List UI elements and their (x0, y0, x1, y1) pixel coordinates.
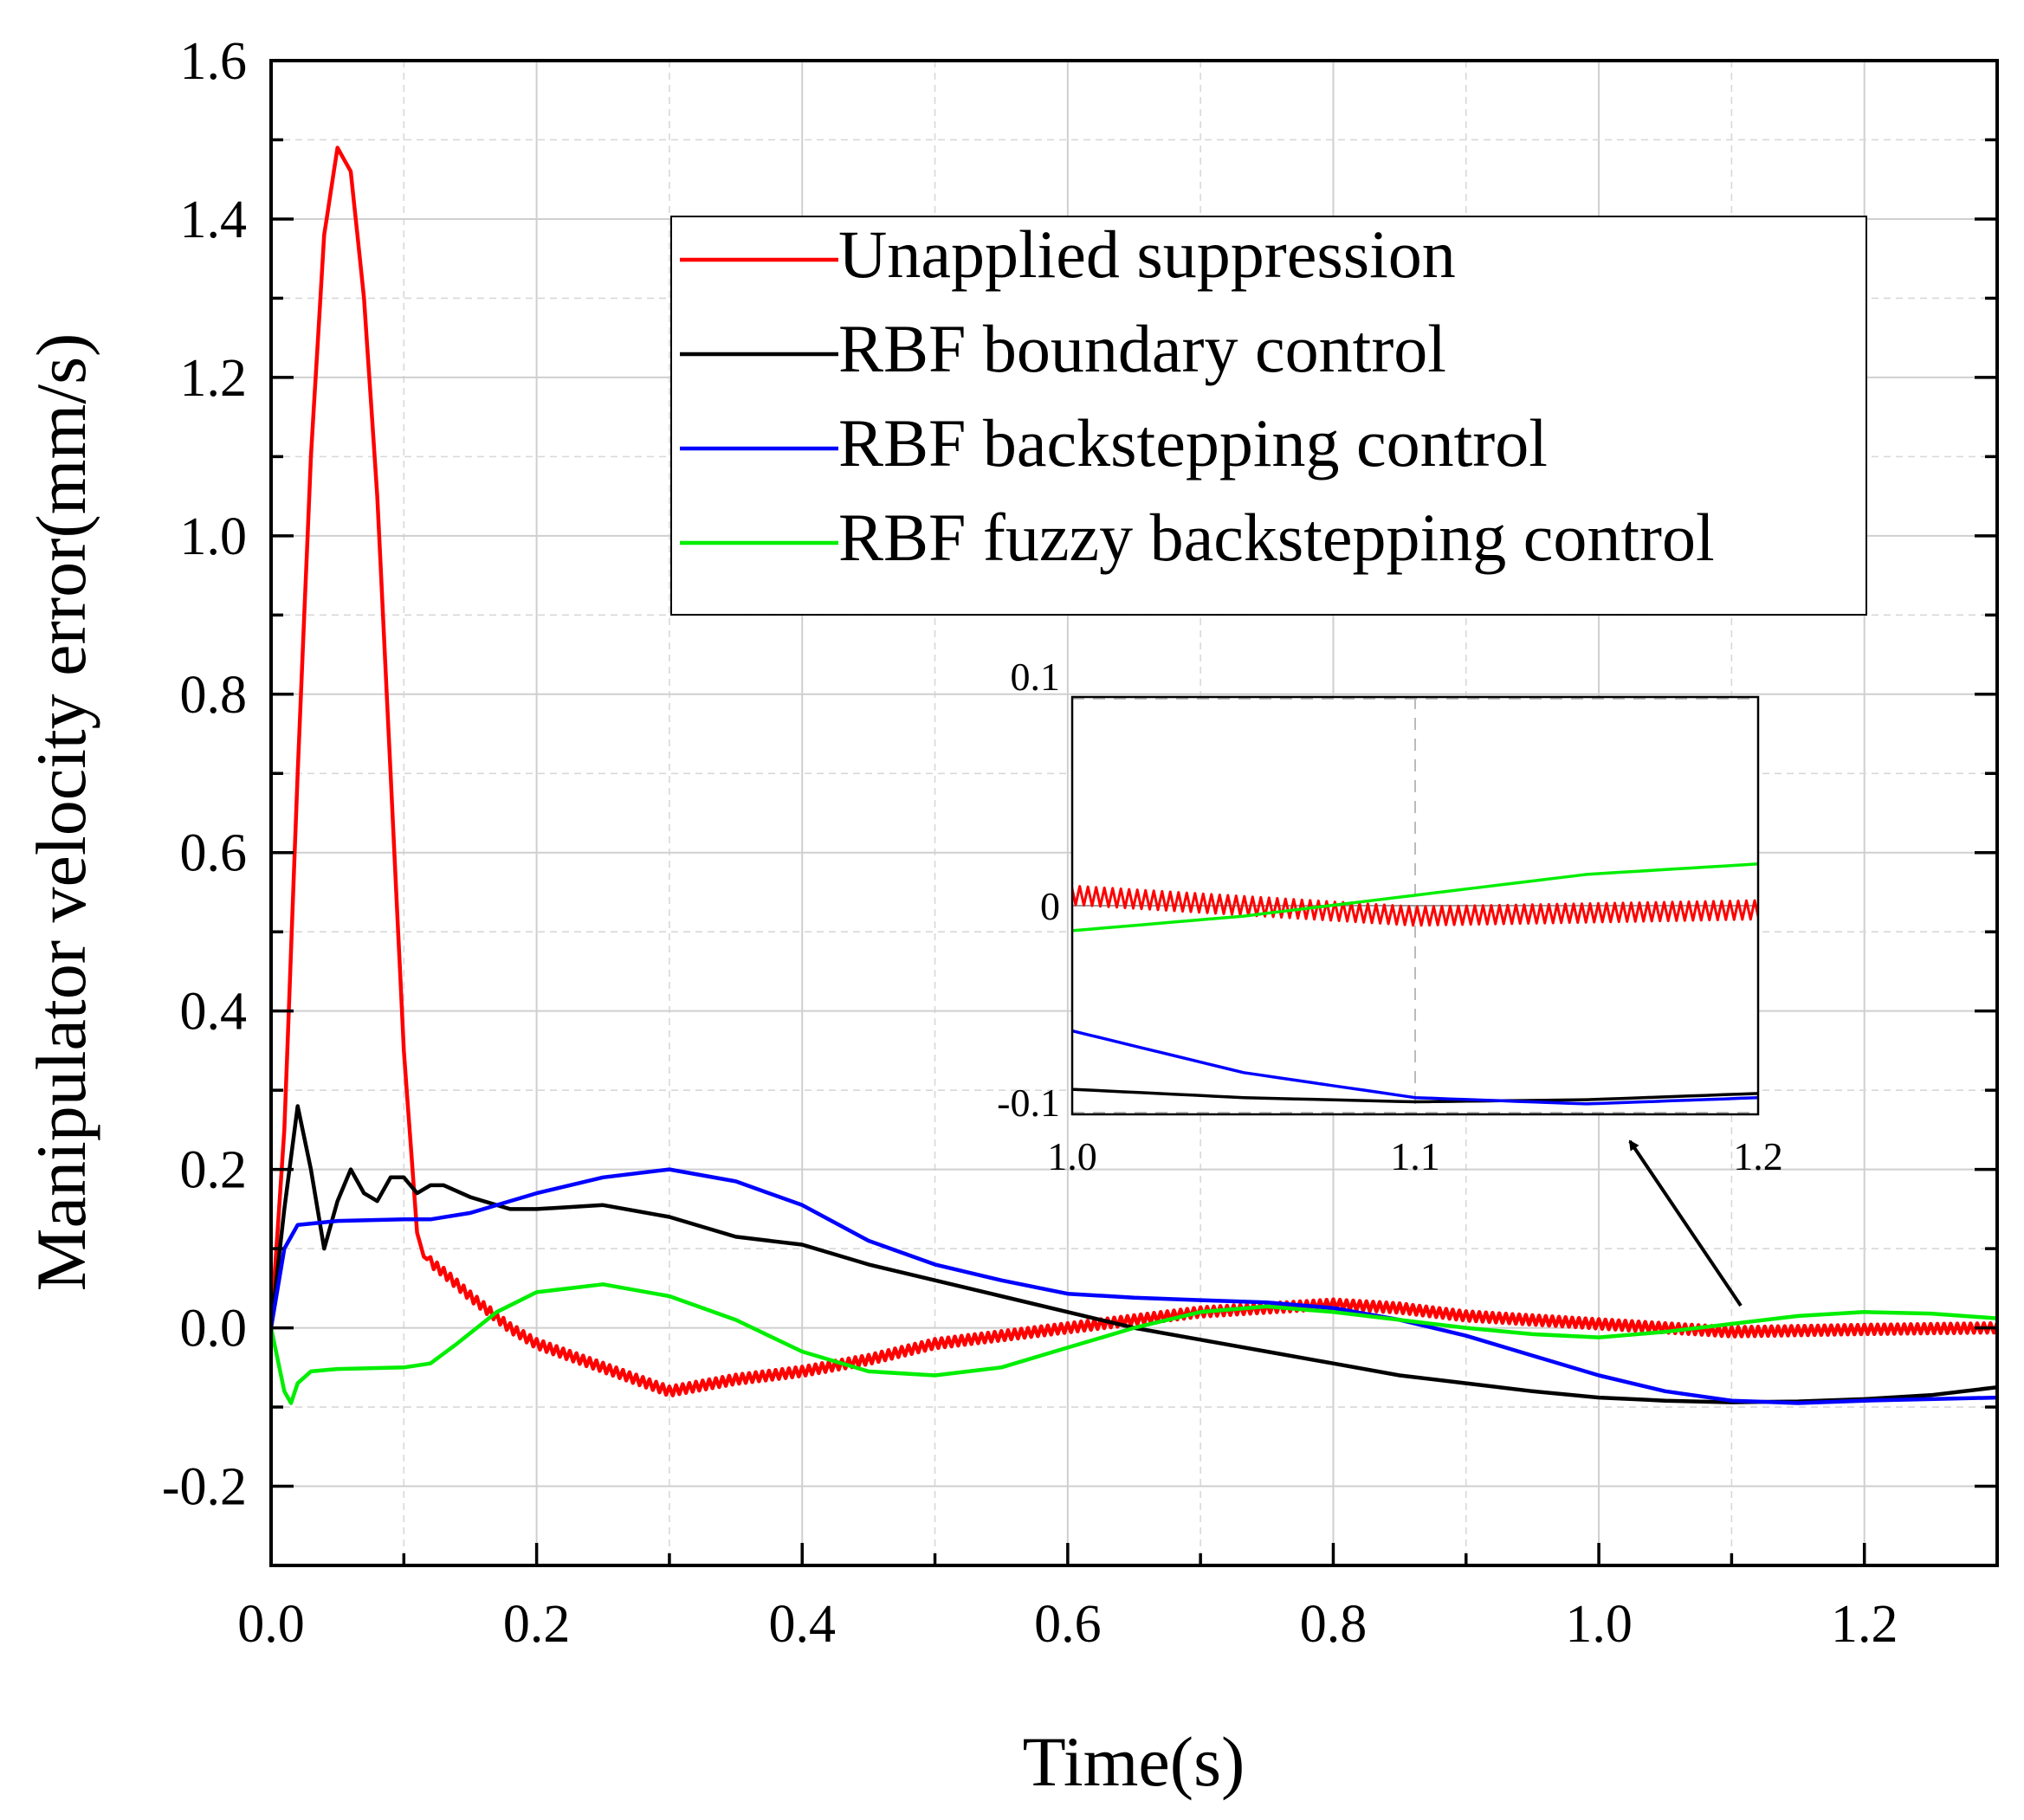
y-tick-label: -0.2 (162, 1458, 247, 1517)
y-tick-label: 1.0 (180, 507, 248, 566)
inset-y-tick-label: 0 (1040, 884, 1060, 928)
series-line-2 (271, 1167, 1997, 1405)
inset-series-line-3 (1072, 862, 1758, 933)
main-series (271, 145, 1997, 1405)
inset-y-tick-label: 0.1 (1011, 655, 1061, 699)
inset-grid (1072, 697, 1758, 1114)
legend-label-1: RBF boundary control (838, 311, 1446, 386)
legend-box (670, 216, 1867, 616)
y-tick-label: 0.2 (180, 1141, 248, 1200)
x-tick-label: 0.2 (503, 1595, 571, 1654)
y-tick-label: 0.8 (180, 666, 248, 725)
inset-series-line-2 (1072, 1029, 1758, 1106)
x-tick-label: 1.2 (1831, 1595, 1898, 1654)
inset-y-tick-label: -0.1 (997, 1081, 1060, 1125)
inset-x-tick-label: 1.2 (1733, 1134, 1783, 1178)
inset-pointer-arrow (1628, 1139, 1743, 1307)
y-tick-label: 1.6 (180, 32, 248, 91)
x-axis-title: Time(s) (1023, 1722, 1245, 1801)
x-tick-label: 0.0 (237, 1595, 305, 1654)
inset-series (1072, 862, 1758, 1106)
inset-zoom: 1.0 1.1 1.2 -0.1 0 0.1 (997, 655, 1783, 1178)
legend-label-0: Unapplied suppression (838, 216, 1456, 292)
x-tick-label: 0.8 (1300, 1595, 1368, 1654)
y-tick-label: 0.0 (180, 1300, 248, 1359)
x-tick-label: 1.0 (1565, 1595, 1633, 1654)
inset-frame (1070, 695, 1760, 1116)
y-tick-label: 0.4 (180, 983, 248, 1042)
legend: Unapplied suppression RBF boundary contro… (670, 216, 1867, 616)
y-tick-label: 1.2 (180, 349, 248, 408)
y-axis-title: Manipulator velocity error(mm/s) (22, 333, 100, 1292)
inset-x-tick-label: 1.0 (1047, 1134, 1097, 1178)
series-line-1 (271, 1104, 1997, 1404)
inset-x-tick-label: 1.1 (1390, 1134, 1440, 1178)
inset-ticks: 1.0 1.1 1.2 -0.1 0 0.1 (997, 655, 1783, 1178)
plot-frame (269, 59, 1999, 1567)
inset-series-line-1 (1072, 1087, 1758, 1104)
y-tick-label: 0.6 (180, 824, 248, 883)
legend-label-3: RBF fuzzy backstepping control (838, 500, 1715, 575)
main-ticks: 0.0 0.2 0.4 0.6 0.8 1.0 1.2 -0.2 0.0 0.2 0.4 0.6 0.8… (162, 32, 1999, 1654)
x-tick-label: 0.4 (768, 1595, 836, 1654)
legend-label-2: RBF backstepping control (838, 405, 1548, 481)
y-tick-label: 1.4 (180, 190, 248, 249)
x-tick-label: 0.6 (1034, 1595, 1102, 1654)
series-line-3 (271, 1282, 1997, 1405)
series-line-0 (271, 145, 1997, 1397)
inset-series-line-0 (1072, 884, 1758, 927)
